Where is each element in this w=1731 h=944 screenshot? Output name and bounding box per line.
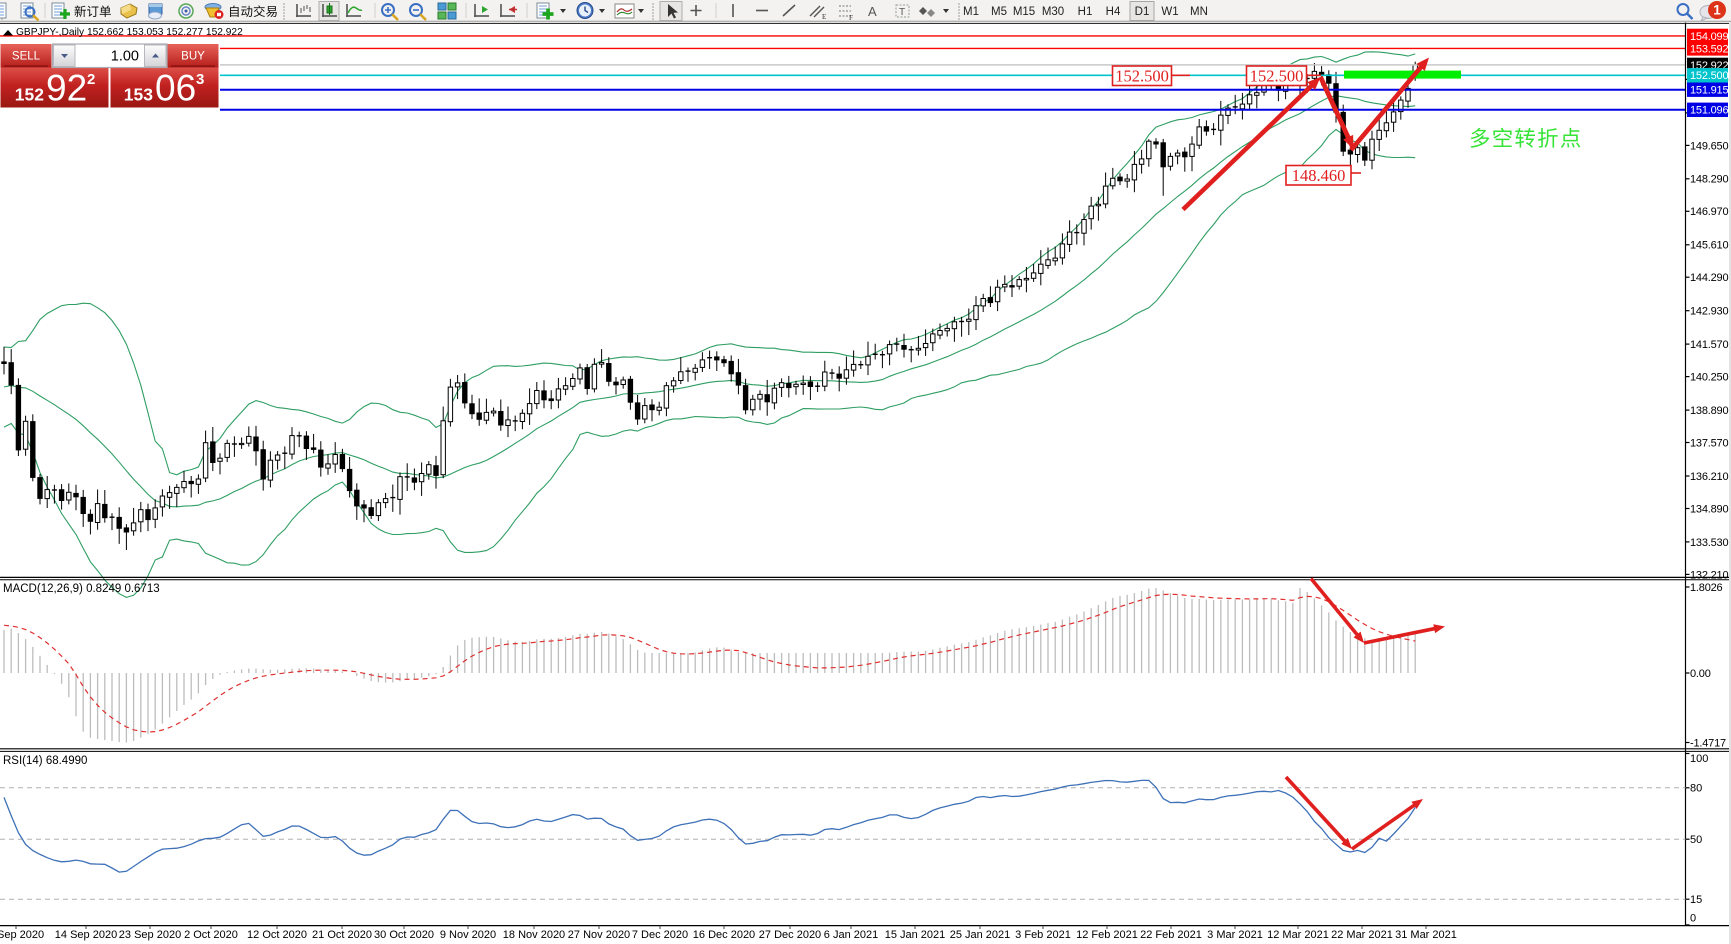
svg-text:153.592: 153.592 xyxy=(1690,43,1728,55)
svg-text:145.610: 145.610 xyxy=(1690,240,1728,252)
svg-text:BUY: BUY xyxy=(181,51,205,63)
svg-text:2: 2 xyxy=(87,71,95,88)
svg-text:F: F xyxy=(849,14,853,22)
svg-text:-1.4717: -1.4717 xyxy=(1690,737,1726,749)
svg-text:141.570: 141.570 xyxy=(1690,339,1728,351)
svg-text:151.096: 151.096 xyxy=(1690,105,1728,117)
svg-text:1.8026: 1.8026 xyxy=(1690,582,1723,594)
svg-text:3 Feb 2021: 3 Feb 2021 xyxy=(1015,929,1071,941)
svg-text:1.00: 1.00 xyxy=(111,49,139,65)
svg-text:134.890: 134.890 xyxy=(1690,503,1728,515)
svg-text:M1: M1 xyxy=(963,6,979,18)
svg-text:M15: M15 xyxy=(1013,6,1035,18)
svg-text:2 Oct 2020: 2 Oct 2020 xyxy=(184,929,238,941)
svg-text:12 Oct 2020: 12 Oct 2020 xyxy=(247,929,307,941)
svg-text:RSI(14) 68.4990: RSI(14) 68.4990 xyxy=(3,755,87,767)
svg-text:148.460: 148.460 xyxy=(1292,166,1346,185)
svg-text:E: E xyxy=(822,13,826,21)
svg-text:3 Mar 2021: 3 Mar 2021 xyxy=(1207,929,1263,941)
svg-text:D1: D1 xyxy=(1135,6,1150,18)
svg-text:MACD(12,26,9) 0.8249 0.6713: MACD(12,26,9) 0.8249 0.6713 xyxy=(3,583,160,595)
svg-text:92: 92 xyxy=(46,68,87,109)
svg-text:14 Sep 2020: 14 Sep 2020 xyxy=(55,929,117,941)
svg-text:A: A xyxy=(868,4,877,19)
svg-text:31 Mar 2021: 31 Mar 2021 xyxy=(1395,929,1457,941)
svg-text:T: T xyxy=(899,7,905,18)
svg-text:80: 80 xyxy=(1690,783,1702,795)
svg-text:1: 1 xyxy=(1713,3,1721,18)
svg-text:16 Dec 2020: 16 Dec 2020 xyxy=(693,929,755,941)
svg-text:142.930: 142.930 xyxy=(1690,306,1728,318)
svg-text:144.290: 144.290 xyxy=(1690,272,1728,284)
svg-text:0: 0 xyxy=(1690,913,1696,925)
svg-text:152.500: 152.500 xyxy=(1115,67,1169,86)
svg-text:21 Oct 2020: 21 Oct 2020 xyxy=(312,929,372,941)
svg-text:149.650: 149.650 xyxy=(1690,140,1728,152)
svg-text:GBPJPY-,Daily 152.662 153.053: GBPJPY-,Daily 152.662 153.053 152.277 15… xyxy=(16,27,243,38)
svg-text:153: 153 xyxy=(124,85,153,105)
svg-text:7 Dec 2020: 7 Dec 2020 xyxy=(632,929,688,941)
svg-text:4 Sep 2020: 4 Sep 2020 xyxy=(0,929,44,941)
svg-text:136.210: 136.210 xyxy=(1690,471,1728,483)
svg-text:22 Mar 2021: 22 Mar 2021 xyxy=(1331,929,1393,941)
svg-text:18 Nov 2020: 18 Nov 2020 xyxy=(503,929,565,941)
svg-text:H4: H4 xyxy=(1106,6,1121,18)
svg-text:M30: M30 xyxy=(1042,6,1064,18)
svg-text:154.099: 154.099 xyxy=(1690,31,1728,43)
svg-text:100: 100 xyxy=(1690,753,1708,765)
svg-text:146.970: 146.970 xyxy=(1690,206,1728,218)
svg-text:MN: MN xyxy=(1190,6,1208,18)
svg-text:9 Nov 2020: 9 Nov 2020 xyxy=(440,929,496,941)
svg-text:W1: W1 xyxy=(1161,6,1178,18)
svg-text:151.915: 151.915 xyxy=(1690,85,1728,97)
svg-text:0.00: 0.00 xyxy=(1690,668,1711,680)
svg-text:138.890: 138.890 xyxy=(1690,405,1728,417)
svg-text:23 Sep 2020: 23 Sep 2020 xyxy=(119,929,181,941)
svg-text:148.290: 148.290 xyxy=(1690,174,1728,186)
svg-text:133.530: 133.530 xyxy=(1690,537,1728,549)
svg-text:25 Jan 2021: 25 Jan 2021 xyxy=(950,929,1011,941)
svg-text:152: 152 xyxy=(15,85,44,105)
svg-text:27 Nov 2020: 27 Nov 2020 xyxy=(568,929,630,941)
svg-text:15 Jan 2021: 15 Jan 2021 xyxy=(885,929,946,941)
svg-text:27 Dec 2020: 27 Dec 2020 xyxy=(759,929,821,941)
svg-text:22 Feb 2021: 22 Feb 2021 xyxy=(1140,929,1202,941)
svg-text:15: 15 xyxy=(1690,894,1702,906)
svg-text:152.500: 152.500 xyxy=(1250,67,1304,86)
svg-text:H1: H1 xyxy=(1078,6,1093,18)
svg-text:50: 50 xyxy=(1690,834,1702,846)
svg-text:140.250: 140.250 xyxy=(1690,372,1728,384)
svg-text:M5: M5 xyxy=(991,6,1007,18)
svg-text:3: 3 xyxy=(196,71,204,88)
svg-text:06: 06 xyxy=(155,68,196,109)
svg-text:SELL: SELL xyxy=(12,51,41,63)
svg-text:132.210: 132.210 xyxy=(1690,569,1728,581)
svg-text:152.500: 152.500 xyxy=(1690,70,1728,82)
svg-text:12 Feb 2021: 12 Feb 2021 xyxy=(1076,929,1138,941)
svg-text:6 Jan 2021: 6 Jan 2021 xyxy=(824,929,878,941)
svg-text:30 Oct 2020: 30 Oct 2020 xyxy=(374,929,434,941)
svg-text:12 Mar 2021: 12 Mar 2021 xyxy=(1267,929,1329,941)
svg-text:137.570: 137.570 xyxy=(1690,437,1728,449)
